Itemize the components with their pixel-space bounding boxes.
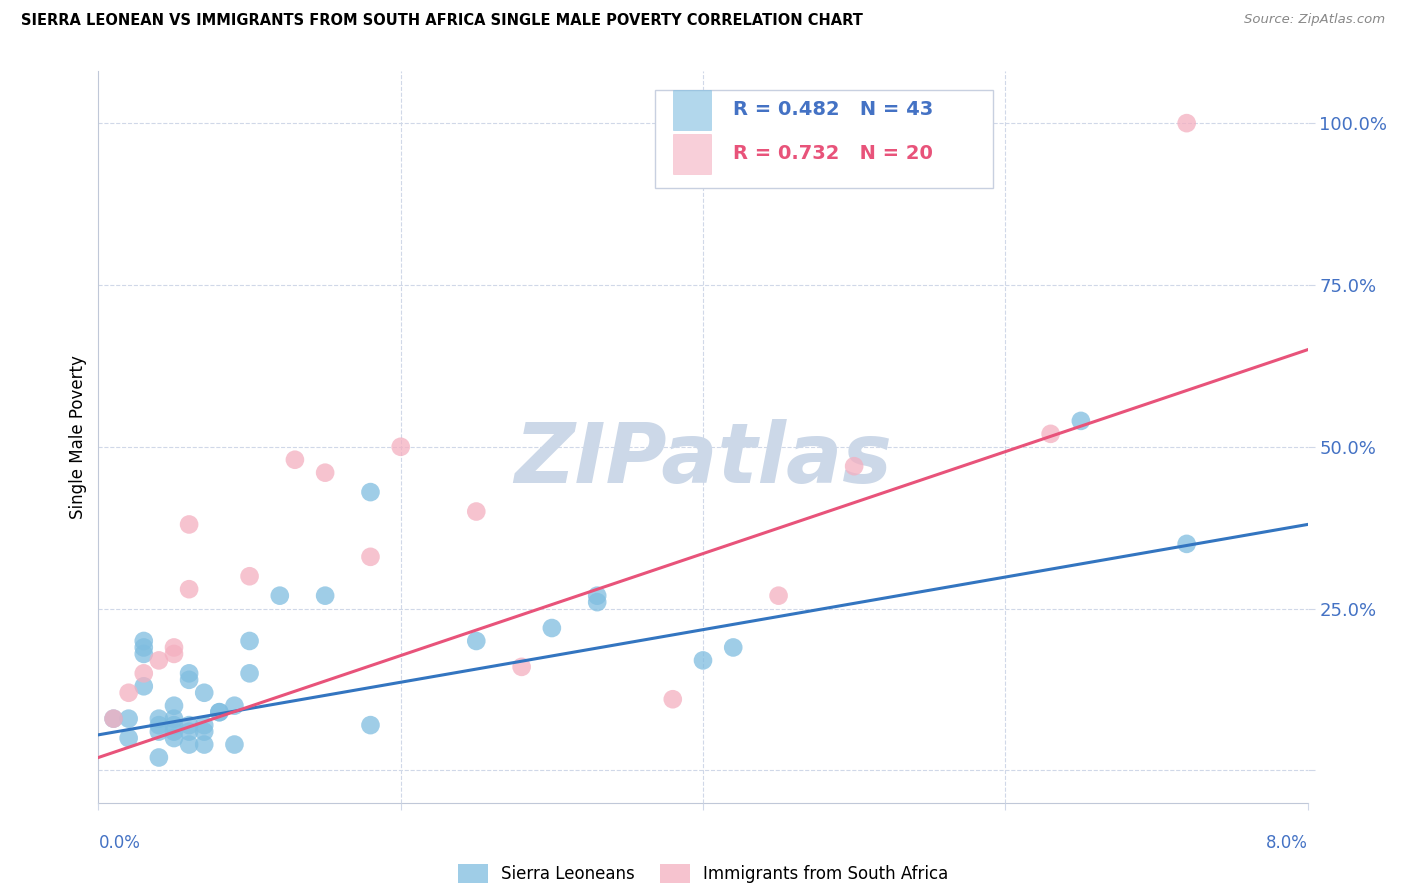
Point <box>179 517 201 532</box>
Legend: Sierra Leoneans, Immigrants from South Africa: Sierra Leoneans, Immigrants from South A… <box>451 857 955 889</box>
Point <box>193 724 215 739</box>
Point <box>465 634 488 648</box>
Point <box>586 595 609 609</box>
Point <box>163 712 186 726</box>
Point <box>692 653 714 667</box>
Point <box>239 666 262 681</box>
Point <box>510 660 533 674</box>
Text: ZIPatlas: ZIPatlas <box>515 418 891 500</box>
Point <box>193 718 215 732</box>
Point <box>103 712 125 726</box>
Y-axis label: Single Male Poverty: Single Male Poverty <box>69 355 87 519</box>
Text: R = 0.482   N = 43: R = 0.482 N = 43 <box>734 100 934 120</box>
Point <box>179 666 201 681</box>
Point <box>465 504 488 518</box>
Point <box>179 582 201 597</box>
Point <box>844 459 866 474</box>
Text: SIERRA LEONEAN VS IMMIGRANTS FROM SOUTH AFRICA SINGLE MALE POVERTY CORRELATION C: SIERRA LEONEAN VS IMMIGRANTS FROM SOUTH … <box>21 13 863 29</box>
Point <box>148 653 170 667</box>
Point <box>132 640 155 655</box>
Point <box>163 718 186 732</box>
Text: Source: ZipAtlas.com: Source: ZipAtlas.com <box>1244 13 1385 27</box>
Text: 0.0%: 0.0% <box>98 834 141 852</box>
Point <box>359 718 381 732</box>
FancyBboxPatch shape <box>672 90 711 130</box>
Point <box>586 589 609 603</box>
FancyBboxPatch shape <box>672 134 711 174</box>
Point <box>540 621 562 635</box>
Point <box>723 640 745 655</box>
Point <box>239 569 262 583</box>
Point <box>193 738 215 752</box>
Point <box>163 647 186 661</box>
Point <box>179 718 201 732</box>
Point <box>314 466 336 480</box>
Point <box>179 724 201 739</box>
Point <box>224 738 246 752</box>
Point <box>359 485 381 500</box>
Point <box>314 589 336 603</box>
Point <box>163 640 186 655</box>
Point <box>148 712 170 726</box>
Point <box>132 634 155 648</box>
Point <box>163 698 186 713</box>
Point <box>239 634 262 648</box>
Point <box>269 589 291 603</box>
Point <box>148 724 170 739</box>
Text: 8.0%: 8.0% <box>1265 834 1308 852</box>
Point <box>118 712 141 726</box>
Point <box>163 724 186 739</box>
Point <box>1175 537 1198 551</box>
Point <box>1070 414 1092 428</box>
Point <box>179 673 201 687</box>
Point <box>132 679 155 693</box>
Point <box>103 712 125 726</box>
Point <box>179 738 201 752</box>
Point <box>661 692 683 706</box>
Point <box>163 731 186 745</box>
Point <box>208 705 231 719</box>
Point <box>208 705 231 719</box>
Point <box>148 750 170 764</box>
Point <box>148 718 170 732</box>
Point <box>132 647 155 661</box>
Point <box>284 452 307 467</box>
Text: R = 0.732   N = 20: R = 0.732 N = 20 <box>734 145 934 163</box>
Point <box>224 698 246 713</box>
Point <box>359 549 381 564</box>
Point <box>768 589 790 603</box>
Point <box>1039 426 1062 441</box>
Point <box>1175 116 1198 130</box>
Point <box>389 440 412 454</box>
FancyBboxPatch shape <box>655 90 993 188</box>
Point <box>193 686 215 700</box>
Point <box>118 731 141 745</box>
Point <box>132 666 155 681</box>
Point <box>118 686 141 700</box>
